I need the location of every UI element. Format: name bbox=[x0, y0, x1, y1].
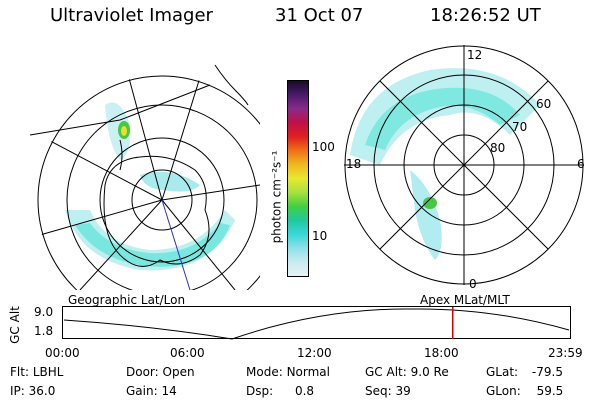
dsp-status: Dsp: 0.8 bbox=[246, 384, 315, 398]
colorbar-unit-label: photon cm⁻²s⁻¹ bbox=[269, 150, 284, 244]
seq-status: Seq: 39 bbox=[365, 384, 411, 398]
time-label: 18:26:52 UT bbox=[430, 5, 541, 26]
magnetic-map bbox=[344, 45, 584, 285]
altitude-xtick-2: 12:00 bbox=[297, 346, 332, 360]
altitude-ytick-max: 9.0 bbox=[34, 305, 54, 319]
auroral-oval bbox=[350, 68, 540, 165]
altitude-plot bbox=[62, 306, 571, 340]
gcalt-status: GC Alt: 9.0 Re bbox=[365, 365, 449, 379]
altitude-xtick-4: 23:59 bbox=[548, 346, 583, 360]
right-map-caption: Apex MLat/MLT bbox=[420, 293, 510, 307]
altitude-xtick-0: 00:00 bbox=[45, 346, 80, 360]
altitude-ylabel: GC Alt bbox=[7, 306, 22, 344]
altitude-curve bbox=[63, 308, 570, 340]
colorbar-tick-100: 100 bbox=[312, 140, 335, 154]
mlt-label-12: 12 bbox=[467, 48, 483, 62]
aurora-hotspot-right bbox=[423, 197, 437, 209]
color-scale-bar bbox=[287, 80, 309, 277]
instrument-title: Ultraviolet Imager bbox=[50, 5, 213, 26]
mlt-label-0: 0 bbox=[469, 277, 477, 291]
ip-status: IP: 36.0 bbox=[10, 384, 56, 398]
geographic-map bbox=[29, 64, 260, 290]
continent-outline bbox=[103, 155, 210, 267]
left-map-caption: Geographic Lat/Lon bbox=[68, 293, 186, 307]
mlt-label-6: 6 bbox=[577, 157, 585, 171]
mlat-label-80: 80 bbox=[490, 141, 506, 155]
date-label: 31 Oct 07 bbox=[275, 5, 364, 26]
altitude-ytick-min: 1.8 bbox=[34, 324, 54, 338]
glat-status: GLat: -79.5 bbox=[486, 365, 563, 379]
door-status: Door: Open bbox=[126, 365, 195, 379]
glon-status: GLon: 59.5 bbox=[486, 384, 564, 398]
mlat-label-70: 70 bbox=[512, 120, 528, 134]
gain-status: Gain: 14 bbox=[126, 384, 177, 398]
altitude-xtick-3: 18:00 bbox=[424, 346, 459, 360]
filter-status: Flt: LBHL bbox=[10, 365, 64, 379]
altitude-xtick-1: 06:00 bbox=[170, 346, 205, 360]
mlt-label-18: 18 bbox=[346, 157, 362, 171]
colorbar-tick-10: 10 bbox=[312, 229, 328, 243]
mlat-label-60: 60 bbox=[536, 97, 552, 111]
mode-status: Mode: Normal bbox=[246, 365, 330, 379]
